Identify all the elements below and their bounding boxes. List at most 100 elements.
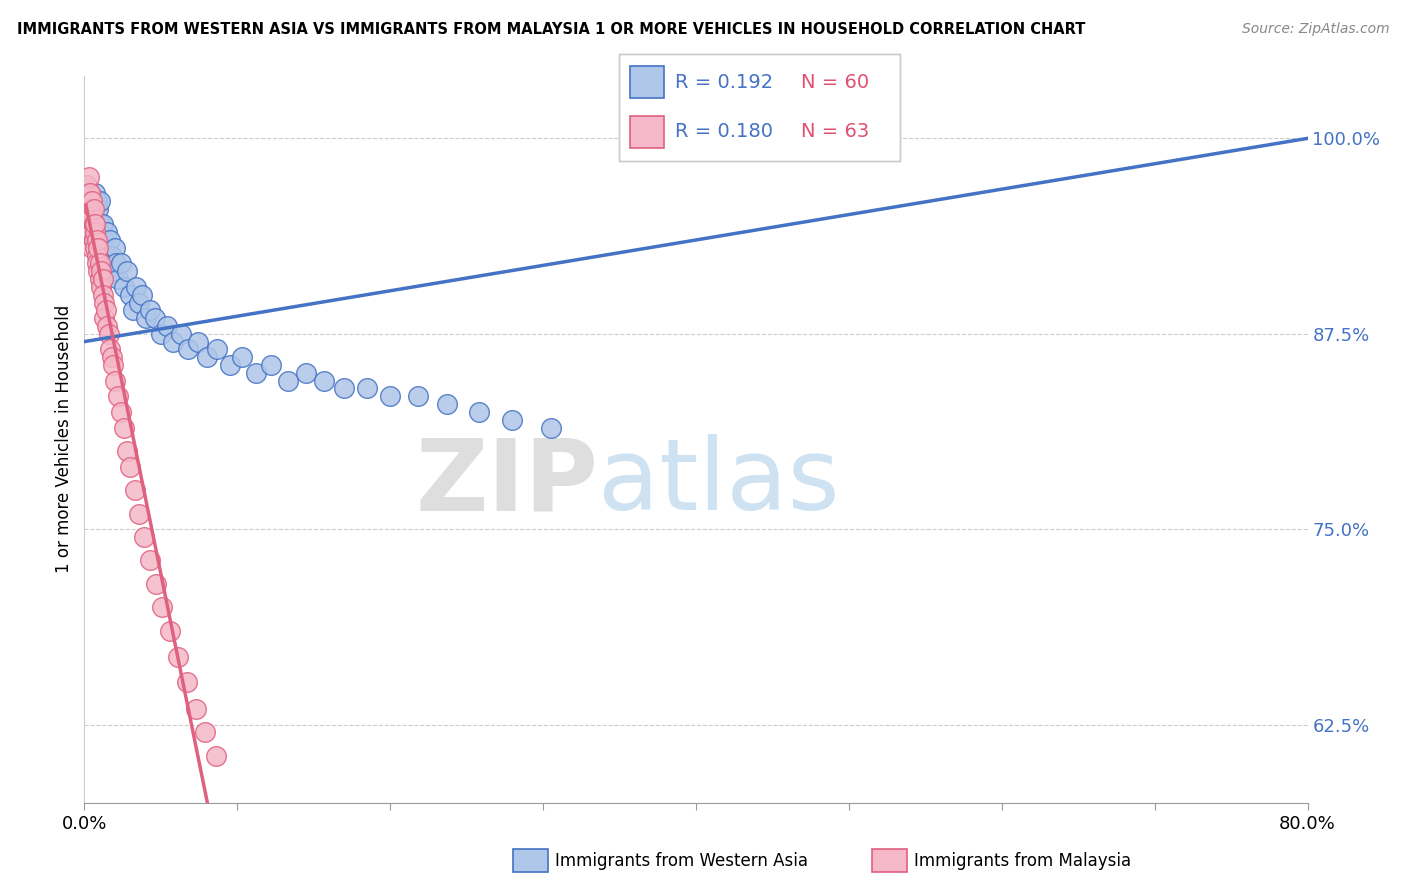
Point (80, 210, 103, 224)
Point (79, 186, 101, 200)
Text: ZIP: ZIP (415, 434, 598, 532)
Point (260, 358, 283, 372)
Point (120, 459, 142, 474)
Text: R = 0.180: R = 0.180 (675, 122, 773, 141)
Point (104, 241, 127, 255)
Point (77, 202, 100, 216)
Point (93, 241, 115, 255)
Point (150, 600, 173, 615)
Point (89, 256, 111, 270)
Point (80, 225, 103, 239)
Point (110, 256, 132, 270)
Point (107, 389, 129, 403)
Point (87, 241, 110, 255)
Point (128, 507, 150, 521)
Text: Source: ZipAtlas.com: Source: ZipAtlas.com (1241, 22, 1389, 37)
Point (132, 530, 155, 544)
Point (80, 210, 103, 224)
Point (94, 303, 117, 318)
Point (80, 194, 103, 208)
Point (84, 225, 107, 239)
Point (245, 366, 267, 380)
Point (112, 420, 135, 434)
Point (83, 218, 105, 232)
Point (380, 389, 402, 403)
Point (125, 280, 148, 294)
Point (79, 210, 101, 224)
Point (84, 218, 107, 232)
Point (176, 675, 198, 690)
Point (356, 382, 378, 396)
Point (128, 295, 150, 310)
Point (96, 318, 118, 333)
Point (75, 210, 97, 224)
Text: N = 60: N = 60 (801, 73, 869, 92)
Point (83, 202, 105, 216)
Point (86, 256, 108, 270)
Point (86, 249, 108, 263)
Point (194, 725, 217, 739)
Y-axis label: 1 or more Vehicles in Household: 1 or more Vehicles in Household (55, 305, 73, 574)
Point (143, 311, 166, 326)
Point (101, 249, 124, 263)
Point (77, 218, 100, 232)
Point (79, 218, 101, 232)
Point (96, 225, 118, 239)
Point (77, 194, 100, 208)
Point (139, 303, 162, 318)
Point (90, 280, 112, 294)
Point (166, 650, 188, 665)
Text: R = 0.192: R = 0.192 (675, 73, 773, 92)
Point (135, 311, 157, 326)
Point (162, 334, 184, 349)
Point (103, 264, 125, 278)
Point (91, 287, 114, 301)
Point (205, 748, 228, 763)
Point (77, 186, 100, 200)
Point (79, 202, 101, 216)
Point (540, 420, 562, 434)
Point (156, 318, 179, 333)
Point (89, 272, 111, 286)
Point (75, 194, 97, 208)
Point (76, 178, 98, 193)
Point (77, 170, 100, 185)
Point (86, 194, 108, 208)
Point (502, 413, 524, 427)
Point (75, 178, 97, 193)
Point (314, 374, 336, 388)
Point (97, 326, 120, 341)
Point (76, 202, 98, 216)
Point (139, 553, 162, 567)
Point (124, 483, 146, 497)
Point (79, 225, 101, 239)
Point (94, 256, 117, 270)
Point (177, 343, 200, 357)
Point (333, 382, 356, 396)
Point (83, 218, 105, 232)
Point (87, 202, 110, 216)
Point (76, 186, 98, 200)
Text: IMMIGRANTS FROM WESTERN ASIA VS IMMIGRANTS FROM MALAYSIA 1 OR MORE VEHICLES IN H: IMMIGRANTS FROM WESTERN ASIA VS IMMIGRAN… (17, 22, 1085, 37)
Point (98, 343, 121, 357)
Point (84, 186, 107, 200)
Point (120, 287, 142, 301)
Point (89, 218, 111, 232)
Bar (630, 66, 664, 98)
Point (112, 280, 135, 294)
Point (107, 272, 129, 286)
Point (115, 444, 138, 458)
Point (97, 249, 120, 263)
Text: atlas: atlas (598, 434, 839, 532)
Point (131, 287, 153, 301)
Point (149, 326, 172, 341)
Point (83, 202, 105, 216)
Point (195, 350, 218, 364)
Point (84, 233, 107, 247)
Point (406, 389, 429, 403)
Point (80, 194, 103, 208)
Point (207, 343, 229, 357)
Point (104, 374, 127, 388)
Point (103, 358, 125, 372)
Point (87, 264, 110, 278)
